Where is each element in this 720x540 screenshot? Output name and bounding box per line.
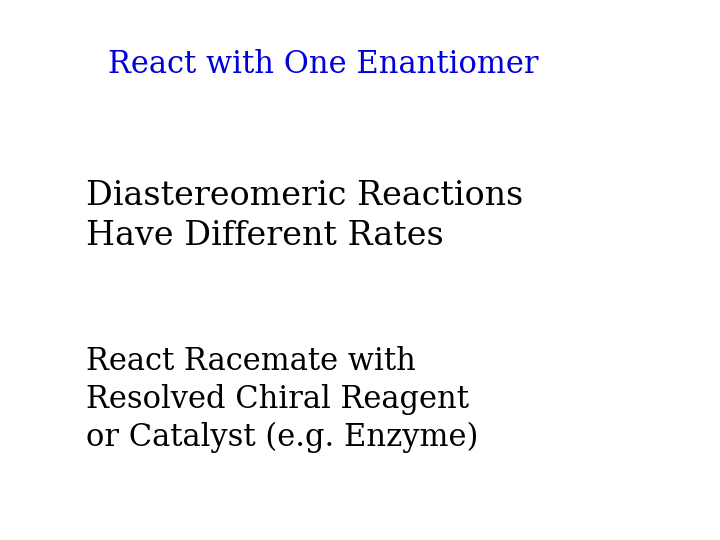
Text: React with One Enantiomer: React with One Enantiomer xyxy=(108,49,539,80)
Text: Diastereomeric Reactions
Have Different Rates: Diastereomeric Reactions Have Different … xyxy=(86,180,523,252)
Text: React Racemate with
Resolved Chiral Reagent
or Catalyst (e.g. Enzyme): React Racemate with Resolved Chiral Reag… xyxy=(86,346,479,454)
